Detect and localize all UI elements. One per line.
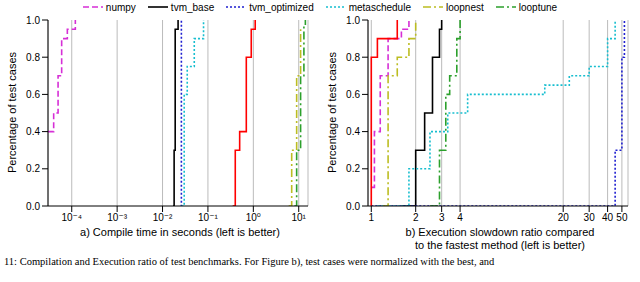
- html-text:b) Execution slowdown ratio co: b) Execution slowdown ratio compared: [405, 226, 595, 238]
- svg-text:10⁻¹: 10⁻¹: [198, 212, 218, 223]
- html-text:tvm_optimized: tvm_optimized: [249, 1, 314, 13]
- html-text:metaschedule: metaschedule: [348, 1, 411, 13]
- svg-text:10¹: 10¹: [292, 212, 307, 223]
- svg-text:10⁰: 10⁰: [246, 212, 261, 223]
- svg-text:10⁻²: 10⁻²: [153, 212, 173, 223]
- svg-text:0.2: 0.2: [26, 163, 40, 174]
- svg-text:4: 4: [457, 212, 463, 223]
- svg-text:0.8: 0.8: [26, 52, 40, 63]
- svg-text:20: 20: [558, 212, 570, 223]
- svg-text:0.6: 0.6: [346, 89, 360, 100]
- html-text:11: Compilation and Execution: 11: Compilation and Execution ratio of t…: [4, 256, 495, 267]
- html-text:looptune: looptune: [518, 1, 558, 13]
- svg-text:10⁻³: 10⁻³: [107, 212, 127, 223]
- svg-text:0.8: 0.8: [346, 52, 360, 63]
- svg-text:40: 40: [602, 212, 614, 223]
- svg-text:0.0: 0.0: [26, 201, 40, 212]
- svg-text:10⁻⁴: 10⁻⁴: [61, 212, 82, 223]
- svg-text:0.4: 0.4: [26, 126, 40, 137]
- svg-text:1: 1: [369, 212, 375, 223]
- svg-text:1.0: 1.0: [26, 15, 40, 26]
- html-text:loopnest: loopnest: [446, 1, 484, 13]
- svg-text:0.2: 0.2: [346, 163, 360, 174]
- html-text:numpy: numpy: [105, 1, 136, 13]
- svg-text:1.0: 1.0: [346, 15, 360, 26]
- svg-text:Percentage of test cases: Percentage of test cases: [8, 51, 18, 173]
- svg-text:50: 50: [616, 212, 628, 223]
- svg-text:3: 3: [439, 212, 445, 223]
- svg-text:30: 30: [584, 212, 596, 223]
- svg-text:2: 2: [413, 212, 419, 223]
- html-text:tvm_base: tvm_base: [170, 1, 215, 13]
- html-text:to the fastest method (left is: to the fastest method (left is better): [415, 239, 585, 251]
- svg-text:0.4: 0.4: [346, 126, 360, 137]
- svg-text:0.6: 0.6: [26, 89, 40, 100]
- svg-text:0.0: 0.0: [346, 201, 360, 212]
- html-text:a) Compile time in seconds (le: a) Compile time in seconds (left is bett…: [80, 226, 280, 238]
- svg-text:Percentage of test cases: Percentage of test cases: [326, 51, 338, 173]
